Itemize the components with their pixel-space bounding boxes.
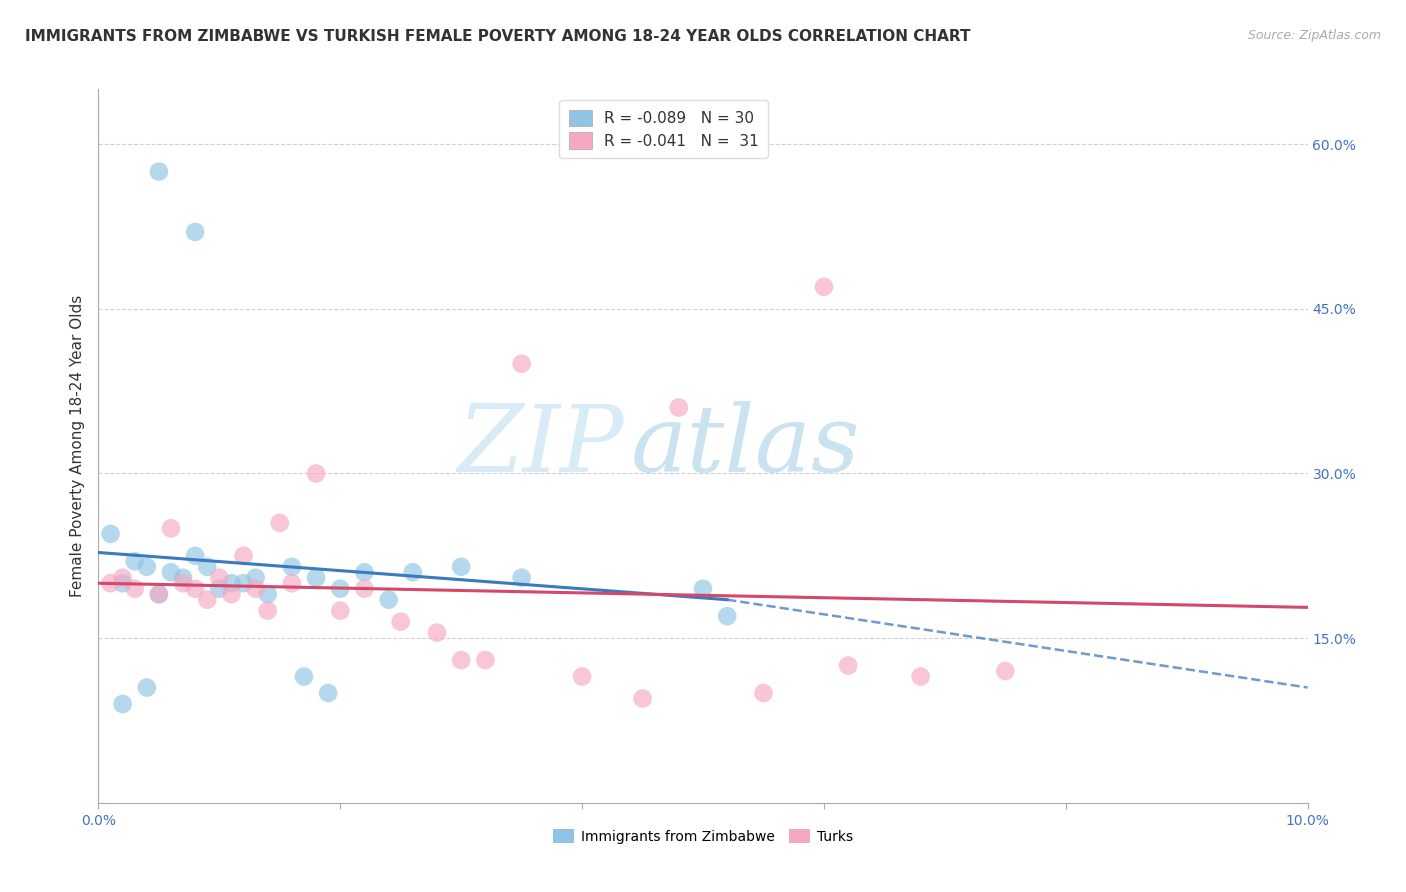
Text: atlas: atlas [630,401,860,491]
Point [353,566,375,580]
Point [668,401,690,415]
Point [148,587,170,601]
Point [474,653,496,667]
Point [232,549,254,563]
Text: ZIP: ZIP [458,401,624,491]
Point [450,559,472,574]
Point [124,554,146,568]
Point [389,615,412,629]
Point [208,582,231,596]
Point [402,566,425,580]
Point [135,681,157,695]
Point [450,653,472,667]
Point [100,576,122,591]
Point [377,592,399,607]
Point [426,625,449,640]
Point [716,609,738,624]
Point [148,587,170,601]
Point [329,582,352,596]
Point [160,566,183,580]
Point [292,669,315,683]
Point [111,571,134,585]
Point [256,604,278,618]
Point [100,526,122,541]
Point [184,549,207,563]
Point [245,571,267,585]
Point [184,582,207,596]
Point [571,669,593,683]
Point [232,576,254,591]
Point [172,571,194,585]
Point [813,280,835,294]
Point [184,225,207,239]
Point [195,592,218,607]
Point [631,691,654,706]
Point [256,587,278,601]
Text: Source: ZipAtlas.com: Source: ZipAtlas.com [1247,29,1381,42]
Text: IMMIGRANTS FROM ZIMBABWE VS TURKISH FEMALE POVERTY AMONG 18-24 YEAR OLDS CORRELA: IMMIGRANTS FROM ZIMBABWE VS TURKISH FEMA… [25,29,970,44]
Point [305,571,328,585]
Point [221,587,243,601]
Point [994,664,1017,678]
Point [208,571,231,585]
Point [329,604,352,618]
Point [111,576,134,591]
Point [148,164,170,178]
Point [353,582,375,596]
Point [305,467,328,481]
Point [281,576,304,591]
Point [837,658,859,673]
Point [135,559,157,574]
Point [245,582,267,596]
Point [281,559,304,574]
Point [510,357,533,371]
Point [752,686,775,700]
Point [692,582,714,596]
Point [269,516,291,530]
Point [195,559,218,574]
Legend: Immigrants from Zimbabwe, Turks: Immigrants from Zimbabwe, Turks [548,823,858,849]
Point [221,576,243,591]
Point [510,571,533,585]
Point [316,686,339,700]
Y-axis label: Female Poverty Among 18-24 Year Olds: Female Poverty Among 18-24 Year Olds [69,295,84,597]
Point [910,669,932,683]
Point [111,697,134,711]
Point [124,582,146,596]
Point [172,576,194,591]
Point [160,521,183,535]
